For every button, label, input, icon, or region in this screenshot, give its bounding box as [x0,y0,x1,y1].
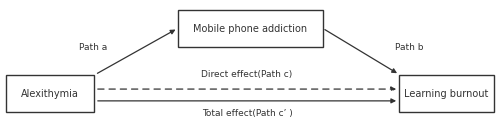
Text: Path a: Path a [79,43,108,52]
FancyBboxPatch shape [399,75,494,112]
FancyBboxPatch shape [6,75,94,112]
Text: Direct effect(Path c): Direct effect(Path c) [202,70,292,79]
Text: Mobile phone addiction: Mobile phone addiction [193,24,307,34]
Text: Learning burnout: Learning burnout [404,89,488,99]
FancyBboxPatch shape [178,10,322,48]
Text: Path b: Path b [395,43,424,52]
Text: Alexithymia: Alexithymia [21,89,79,99]
Text: Total effect(Path c’ ): Total effect(Path c’ ) [202,109,292,118]
